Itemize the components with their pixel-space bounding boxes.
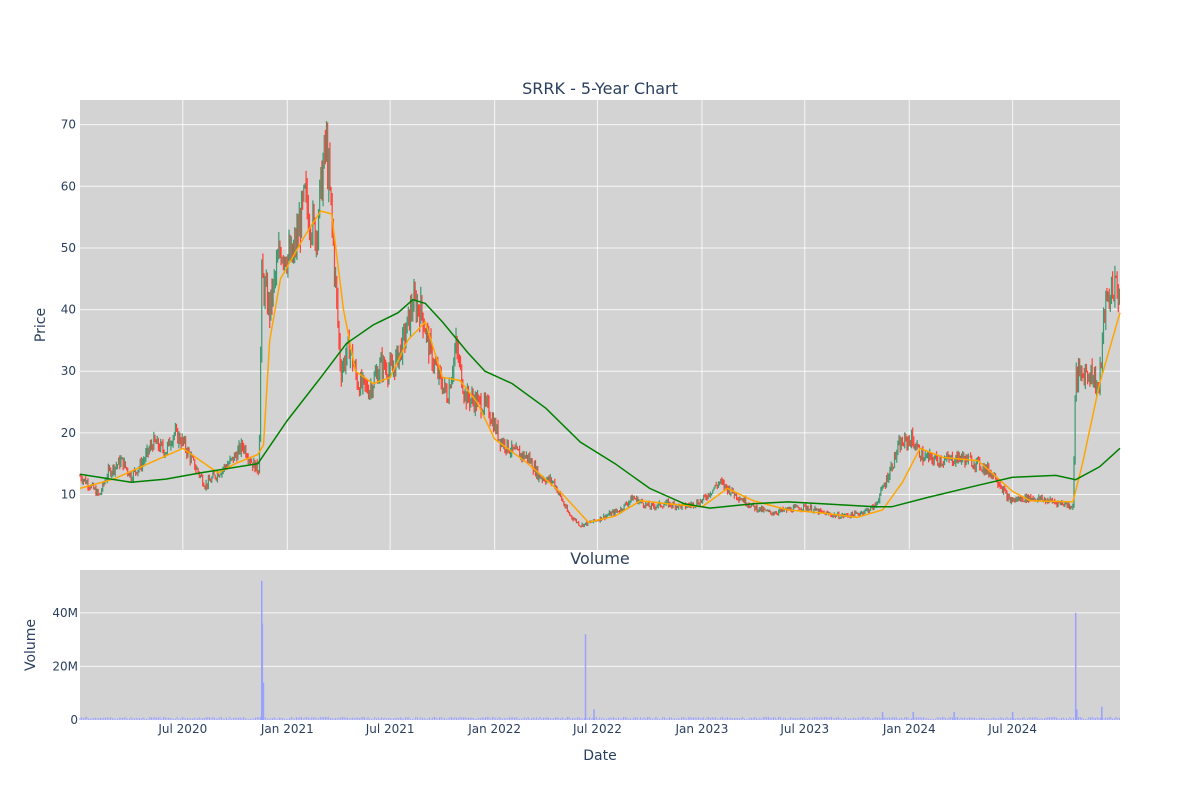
price-y-tick-labels: 10 20 30 40 50 60 70 xyxy=(61,118,76,502)
date-x-tick-label: Jul 2023 xyxy=(779,722,829,736)
date-x-tick-label: Jan 2022 xyxy=(467,722,521,736)
date-x-tick-label: Jul 2024 xyxy=(987,722,1037,736)
volume-y-tick-label: 20M xyxy=(52,659,78,673)
price-y-tick-label: 70 xyxy=(61,118,76,132)
price-y-tick-label: 10 xyxy=(61,488,76,502)
volume-y-axis-label: Volume xyxy=(23,619,39,671)
date-x-tick-label: Jul 2022 xyxy=(572,722,622,736)
price-chart-title: SRRK - 5-Year Chart xyxy=(522,79,678,98)
volume-y-tick-label: 40M xyxy=(52,606,78,620)
volume-y-tick-labels: 0 20M 40M xyxy=(52,606,78,727)
volume-plot-area xyxy=(80,570,1120,720)
volume-y-tick-label: 0 xyxy=(70,713,78,727)
price-gridlines xyxy=(80,100,1120,550)
price-plot-area xyxy=(80,100,1120,550)
price-y-tick-label: 40 xyxy=(61,303,76,317)
date-x-tick-label: Jan 2024 xyxy=(882,722,936,736)
date-x-tick-label: Jul 2020 xyxy=(157,722,207,736)
price-y-axis-label: Price xyxy=(33,308,49,342)
date-x-axis-label: Date xyxy=(583,748,616,764)
date-x-tick-label: Jan 2023 xyxy=(675,722,729,736)
price-y-tick-label: 60 xyxy=(61,179,76,193)
price-y-tick-label: 20 xyxy=(61,426,76,440)
price-y-tick-label: 30 xyxy=(61,364,76,378)
date-x-tick-label: Jul 2021 xyxy=(365,722,415,736)
price-y-tick-label: 50 xyxy=(61,241,76,255)
volume-chart-title: Volume xyxy=(570,549,630,568)
moving-average-short-line xyxy=(79,210,1121,524)
date-x-tick-labels: Jul 2020 Jan 2021 Jul 2021 Jan 2022 Jul 2022… xyxy=(157,722,1037,736)
moving-average-long-line xyxy=(79,298,1121,509)
volume-bars xyxy=(79,580,1120,720)
date-x-tick-label: Jan 2021 xyxy=(260,722,314,736)
